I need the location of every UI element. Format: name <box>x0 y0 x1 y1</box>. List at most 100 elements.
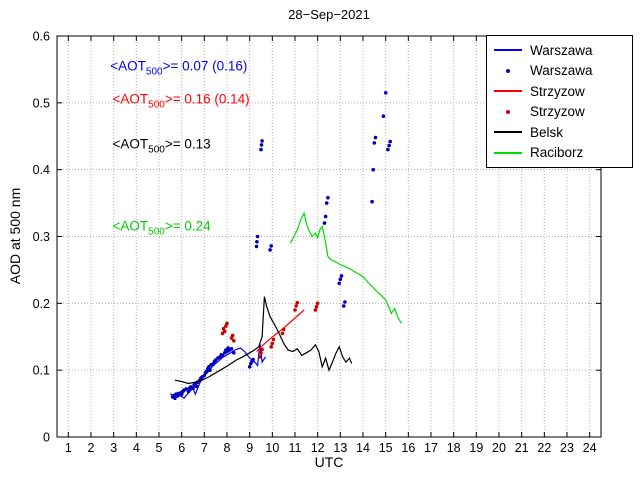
x-tick-label: 10 <box>265 441 279 455</box>
series-point-warszawa <box>383 91 388 95</box>
x-tick-label: 18 <box>447 441 461 455</box>
x-tick-label: 11 <box>289 441 302 455</box>
x-tick-label: 23 <box>560 441 574 455</box>
series-point-warszawa <box>373 135 378 140</box>
legend-label: Belsk <box>530 124 564 140</box>
series-point-warszawa <box>186 389 191 394</box>
series-point-warszawa <box>324 201 329 205</box>
series-point-warszawa <box>220 353 225 358</box>
line-swatch <box>494 49 522 52</box>
series-point-warszawa <box>268 248 272 252</box>
series-point-strzyzow <box>224 324 228 328</box>
x-tick-label: 5 <box>156 441 163 455</box>
series-point-strzyzow <box>269 345 274 349</box>
y-tick-label: 0.4 <box>33 163 50 177</box>
y-tick-label: 0.6 <box>33 30 50 44</box>
x-tick-label: 3 <box>110 441 117 455</box>
series-point-strzyzow <box>221 326 226 331</box>
y-tick-label: 0.1 <box>33 364 50 378</box>
series-point-warszawa <box>259 147 263 152</box>
x-tick-label: 8 <box>224 441 231 455</box>
x-tick-label: 13 <box>333 441 347 455</box>
series-point-warszawa <box>191 386 195 391</box>
annotation-aot: <AOT500>= 0.13 <box>112 136 211 156</box>
series-point-warszawa <box>184 387 188 391</box>
legend-label: Warszawa <box>530 63 593 79</box>
dot-swatch <box>506 109 510 114</box>
legend: Warszawa Warszawa Strzyzow Strzyzow Belsk Rac… <box>486 35 633 168</box>
chart-title: 28−Sep−2021 <box>288 7 370 22</box>
series-point-warszawa <box>386 147 390 152</box>
x-tick-label: 20 <box>492 441 506 455</box>
x-tick-label: 14 <box>356 441 370 455</box>
legend-line-sample <box>493 49 523 52</box>
series-point-strzyzow <box>280 331 285 336</box>
series-point-warszawa <box>247 365 252 369</box>
x-tick-label: 9 <box>246 441 253 455</box>
series-line-warszawa <box>169 343 267 400</box>
legend-marker-sample <box>493 109 523 114</box>
legend-line-sample <box>493 151 523 154</box>
series-point-strzyzow <box>293 308 297 312</box>
y-axis-label: AOD at 500 nm <box>7 187 23 285</box>
series-point-strzyzow <box>229 336 234 340</box>
series-line-belsk <box>174 296 353 385</box>
legend-item: Warszawa <box>487 40 632 61</box>
series-point-strzyzow <box>294 304 298 308</box>
series-point-strzyzow <box>270 341 275 346</box>
x-tick-label: 1 <box>65 441 72 455</box>
x-tick-label: 15 <box>379 441 393 455</box>
series-point-warszawa <box>381 114 386 118</box>
series-point-warszawa <box>323 214 328 219</box>
series-point-warszawa <box>371 167 376 172</box>
legend-label: Strzyzow <box>530 83 585 99</box>
series-line-strzyzow <box>256 309 305 352</box>
x-tick-label: 4 <box>133 441 140 455</box>
annotation-aot: <AOT500>= 0.16 (0.14) <box>112 92 250 111</box>
series-point-strzyzow <box>271 337 276 342</box>
legend-label: Strzyzow <box>530 104 585 120</box>
legend-line-sample <box>493 131 523 134</box>
y-tick-label: 0 <box>43 431 50 445</box>
series-point-strzyzow <box>259 351 263 355</box>
legend-line-sample <box>493 90 523 93</box>
series-point-warszawa <box>204 369 209 374</box>
legend-marker-sample <box>493 68 523 73</box>
series-point-warszawa <box>339 274 344 278</box>
line-swatch <box>494 151 522 154</box>
series-point-warszawa <box>269 244 274 248</box>
series-point-warszawa <box>251 357 255 362</box>
series-point-warszawa <box>259 143 264 147</box>
x-tick-label: 16 <box>401 441 415 455</box>
series-point-strzyzow <box>260 347 264 352</box>
legend-item: Strzyzow <box>487 102 632 123</box>
legend-item: Raciborz <box>487 143 632 164</box>
series-point-strzyzow <box>225 321 229 326</box>
series-point-warszawa <box>255 240 259 244</box>
series-point-strzyzow <box>314 304 319 309</box>
x-tick-label: 19 <box>469 441 483 455</box>
series-point-warszawa <box>194 384 199 389</box>
x-tick-label: 22 <box>537 441 551 455</box>
series-point-warszawa <box>387 143 391 148</box>
series-point-strzyzow <box>232 339 236 343</box>
series-point-strzyzow <box>313 308 318 312</box>
x-tick-label: 21 <box>515 441 529 455</box>
line-swatch <box>494 131 522 134</box>
series-point-strzyzow <box>230 333 235 338</box>
x-tick-label: 2 <box>88 441 95 455</box>
series-point-warszawa <box>322 221 327 225</box>
series-point-warszawa <box>341 304 346 308</box>
series-point-warszawa <box>202 373 207 378</box>
series-point-strzyzow <box>295 300 300 305</box>
annotation-aot: <AOT500>= 0.07 (0.16) <box>110 58 248 78</box>
y-tick-label: 0.2 <box>33 297 50 311</box>
y-tick-label: 0.5 <box>33 96 50 110</box>
dot-swatch <box>506 68 510 73</box>
x-tick-label: 12 <box>311 441 325 455</box>
series-point-warszawa <box>388 139 393 144</box>
series-point-warszawa <box>370 199 374 204</box>
series-point-warszawa <box>343 300 347 304</box>
line-swatch <box>494 90 522 93</box>
x-tick-label: 6 <box>178 441 185 455</box>
